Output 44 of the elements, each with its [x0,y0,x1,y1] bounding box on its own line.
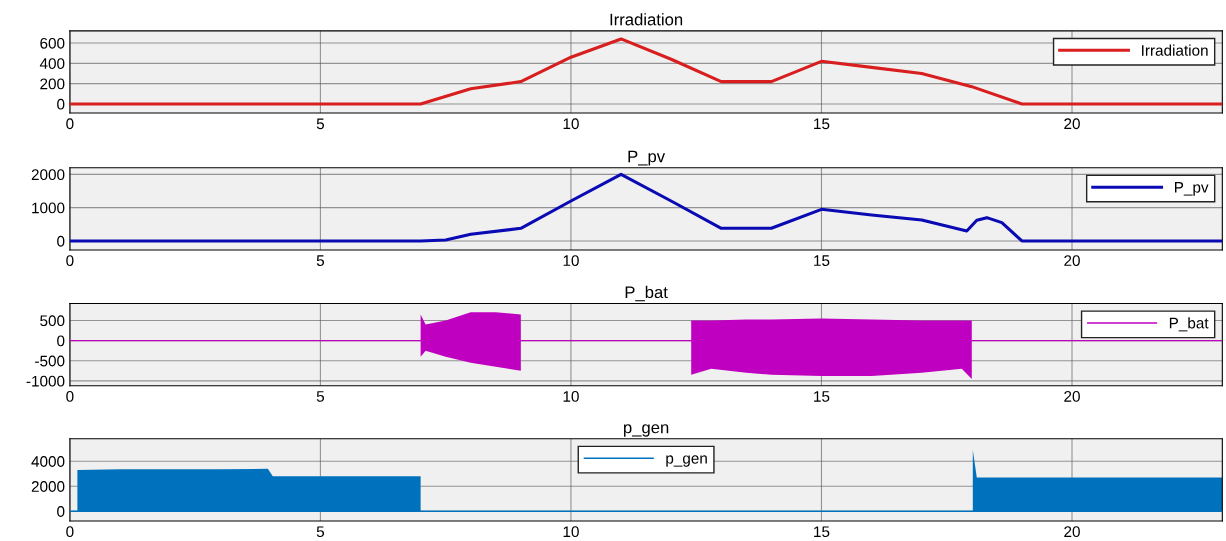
x-tick-label: 0 [66,118,74,130]
x-tick-label: 5 [316,526,325,538]
legend-label: Irradiation [1142,44,1208,56]
x-tick-label: 10 [563,391,579,402]
chart-title: P_bat [625,285,668,302]
x-tick-label: 0 [66,391,74,402]
y-tick-label: 0 [57,235,65,247]
chart-title: Irradiation [610,13,683,26]
chart-title: p_gen [624,424,669,437]
line-series [69,172,1223,243]
x-tick-label: 5 [316,255,325,267]
y-tick-label: 0 [57,335,65,347]
y-tick-label: -500 [35,355,65,367]
y-tick-label: 0 [57,98,65,110]
x-tick-label: 20 [1064,118,1080,130]
x-tick-label: 0 [66,526,74,538]
x-tick-label: 10 [563,255,579,267]
y-tick-label: 1000 [32,202,65,214]
y-tick-label: 2000 [31,169,65,181]
line-series [69,37,1223,106]
x-tick-label: 10 [563,118,579,130]
x-tick-label: 15 [814,391,830,402]
y-tick-label: 400 [39,58,65,70]
chart-title: P_pv [628,150,666,166]
x-tick-label: 20 [1064,526,1080,538]
x-tick-label: 5 [316,391,325,402]
y-tick-label: -1000 [26,375,65,387]
legend-label: P_pv [1175,182,1209,196]
x-tick-label: 15 [814,526,830,538]
x-tick-label: 20 [1064,255,1080,267]
x-tick-label: 20 [1064,391,1080,402]
x-tick-label: 10 [563,526,579,538]
x-tick-label: 15 [814,118,830,130]
y-tick-label: 500 [40,315,65,327]
y-tick-label: 4000 [31,456,65,467]
legend-label: P_bat [1169,317,1209,332]
y-tick-label: 600 [40,37,65,49]
x-tick-label: 5 [316,118,325,130]
y-tick-label: 0 [57,506,65,517]
x-tick-label: 15 [814,255,830,267]
legend-label: p_gen [666,455,707,467]
y-tick-label: 2000 [31,481,65,492]
x-tick-label: 0 [66,255,74,267]
y-tick-label: 200 [40,78,65,90]
